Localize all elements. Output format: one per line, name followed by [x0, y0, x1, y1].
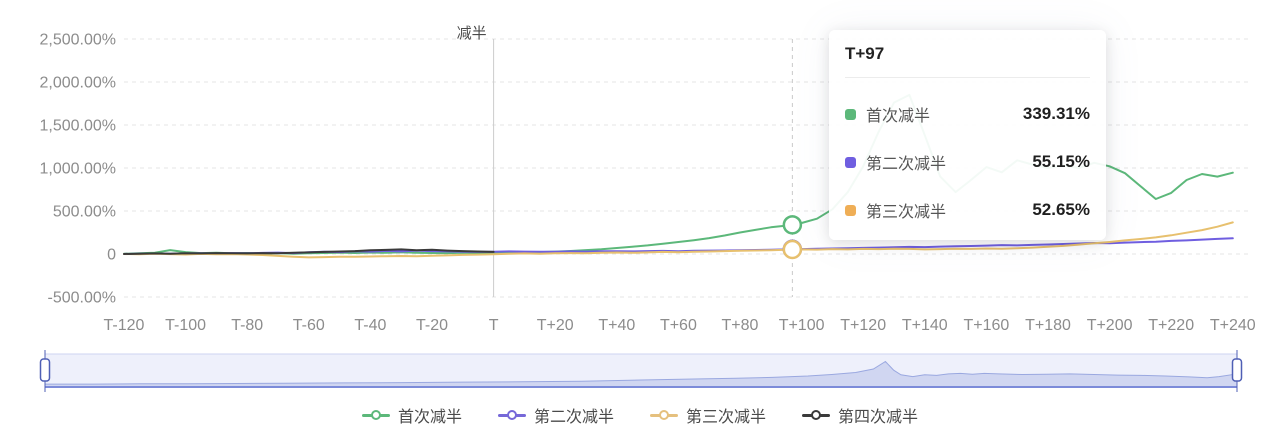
legend-label: 第三次减半	[686, 409, 767, 426]
x-axis-tick-label: T-20	[416, 317, 448, 334]
y-axis-tick-label: 2,500.00%	[39, 32, 116, 49]
legend-item-second-halving[interactable]: 第二次减半	[497, 403, 614, 427]
legend-item-first-halving[interactable]: 首次减半	[361, 403, 462, 427]
x-axis-tick-label: T+120	[840, 317, 886, 334]
chart-plot-area[interactable]: 2,500.00% 2,000.00% 1,500.00% 1,000.00% 500.…	[0, 0, 1280, 346]
tooltip-series-label: 第三次减半	[866, 204, 947, 221]
legend-item-fourth-halving[interactable]: 第四次减半	[802, 403, 918, 427]
highlight-marker[interactable]	[782, 239, 803, 260]
x-axis-tick-label: T	[489, 317, 499, 334]
line-symbol-icon	[497, 408, 526, 422]
x-axis-tick-label: T-120	[104, 317, 145, 334]
x-axis-tick-label: T+20	[537, 317, 574, 334]
line-symbol-icon	[802, 408, 831, 422]
highlight-marker[interactable]	[782, 215, 803, 235]
y-axis-tick-label: -500.00%	[48, 290, 117, 307]
tooltip-series-label: 第二次减半	[866, 156, 947, 173]
line-symbol-icon	[361, 408, 390, 422]
x-axis-tick-label: T+180	[1025, 317, 1071, 334]
x-axis-tick-label: T+160	[963, 317, 1009, 334]
series-line-3[interactable]	[123, 248, 495, 255]
tooltip-row: 第二次减半 55.15%	[845, 150, 1090, 174]
slider-handle-left[interactable]	[39, 358, 51, 382]
x-axis-tick-label: T+220	[1148, 317, 1194, 334]
slider-data-shadow	[44, 360, 1238, 388]
y-axis-tick-label: 2,000.00%	[39, 75, 116, 92]
halving-markline-label: 减半	[457, 25, 487, 42]
tooltip-row: 第三次减半 52.65%	[845, 198, 1090, 222]
series-swatch-icon	[845, 108, 856, 120]
tooltip-series-label: 首次减半	[866, 108, 931, 125]
x-axis-tick-label: T-100	[165, 317, 206, 334]
series-line-2[interactable]	[123, 221, 1234, 259]
x-axis-tick-label: T+100	[779, 317, 825, 334]
tooltip-title: T+97	[845, 44, 1090, 78]
line-symbol-icon	[650, 408, 678, 422]
x-axis-tick-label: T+240	[1210, 317, 1256, 334]
tooltip-series-value: 52.65%	[1032, 200, 1090, 219]
chart-tooltip: T+97 首次减半 339.31% 第二次减半 55.15% 第三次减半 52.…	[829, 30, 1106, 240]
x-axis-tick-label: T+140	[902, 317, 948, 334]
x-axis-tick-label: T-40	[354, 317, 386, 334]
y-axis-tick-label: 1,500.00%	[39, 118, 116, 135]
x-axis-tick-label: T+200	[1087, 317, 1133, 334]
x-axis-tick-label: T+80	[722, 317, 759, 334]
datazoom-slider[interactable]	[0, 348, 1280, 394]
x-axis-tick-label: T+40	[598, 317, 635, 334]
y-axis-tick-label: 500.00%	[53, 204, 116, 221]
y-axis-tick-label: 0	[107, 247, 116, 264]
legend-label: 第二次减半	[533, 409, 614, 426]
chart-legend: 首次减半 第二次减半 第三次减半 第四次减半	[0, 403, 1280, 427]
slider-handle-right[interactable]	[1231, 358, 1243, 382]
tooltip-series-value: 339.31%	[1022, 104, 1090, 123]
legend-label: 首次减半	[397, 409, 462, 426]
series-swatch-icon	[845, 156, 856, 168]
series-swatch-icon	[845, 204, 856, 216]
tooltip-series-value: 55.15%	[1032, 152, 1090, 171]
legend-item-third-halving[interactable]: 第三次减半	[650, 403, 766, 427]
x-axis-tick-label: T+60	[660, 317, 697, 334]
x-axis-tick-label: T-60	[293, 317, 325, 334]
y-axis-tick-label: 1,000.00%	[39, 161, 116, 178]
legend-label: 第四次减半	[838, 409, 919, 426]
x-axis-tick-label: T-80	[231, 317, 263, 334]
tooltip-row: 首次减半 339.31%	[845, 102, 1090, 126]
